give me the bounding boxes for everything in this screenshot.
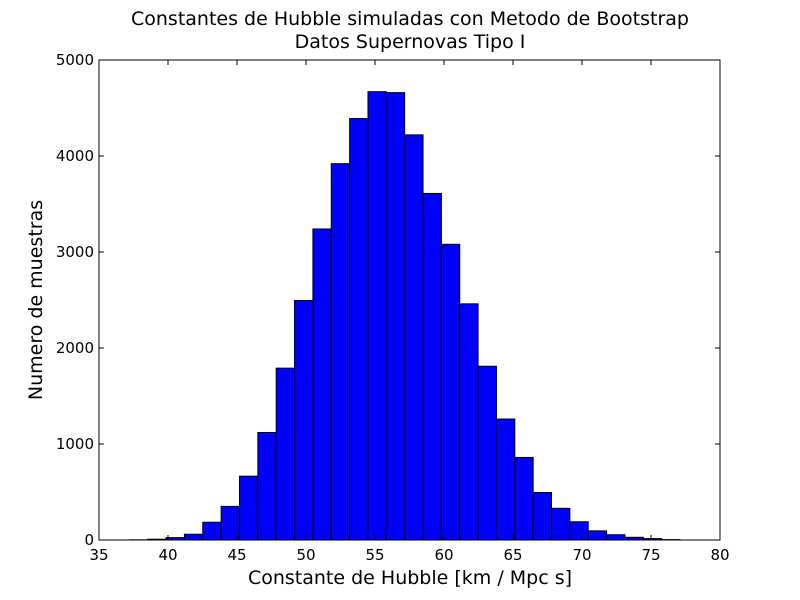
histogram-bar	[330, 163, 351, 541]
y-axis-label: Numero de muestras	[25, 200, 47, 400]
x-tick-label: 45	[227, 546, 246, 564]
x-tick-label: 50	[296, 546, 315, 564]
plot-area-frame	[98, 59, 721, 541]
histogram-bar	[238, 475, 259, 541]
x-axis-label: Constante de Hubble [km / Mpc s]	[248, 567, 572, 589]
histogram-bar	[294, 299, 314, 541]
histogram-bar	[422, 192, 442, 541]
chart-title: Constantes de Hubble simuladas con Metod…	[131, 8, 689, 30]
y-tick-label: 1000	[56, 435, 94, 453]
histogram-bar	[367, 91, 387, 541]
x-tick-label: 35	[89, 546, 108, 564]
y-tick-label: 0	[84, 531, 94, 549]
x-tick-label: 55	[365, 546, 384, 564]
x-tick-label: 40	[158, 546, 177, 564]
y-tick-label: 5000	[56, 51, 94, 69]
histogram-bar	[551, 507, 571, 541]
x-tick-label: 60	[434, 546, 453, 564]
histogram-bar	[459, 303, 479, 541]
x-tick-label: 75	[641, 546, 660, 564]
x-tick-label: 80	[710, 546, 729, 564]
y-tick-label: 4000	[56, 147, 94, 165]
histogram-bar	[532, 491, 553, 541]
histogram-bar	[404, 134, 424, 541]
histogram-bar	[514, 456, 534, 541]
histogram-bar	[385, 92, 406, 541]
x-tick-label: 65	[503, 546, 522, 564]
histogram-bar	[183, 533, 204, 541]
histogram-bar	[275, 367, 296, 541]
y-tick-label: 2000	[56, 339, 94, 357]
histogram-bar	[202, 521, 222, 541]
histogram-bar	[606, 534, 626, 541]
histogram-bar	[477, 365, 497, 541]
histogram-bar	[569, 521, 589, 541]
x-tick-label: 70	[572, 546, 591, 564]
histogram-bar	[220, 505, 240, 541]
y-tick-label: 3000	[56, 243, 94, 261]
histogram-bar	[587, 530, 608, 541]
histogram-bars	[128, 91, 681, 541]
histogram-bar	[257, 431, 277, 541]
histogram-bar	[440, 243, 461, 541]
histogram-bar	[312, 228, 332, 541]
axis-ticks: 35 40 45 50 55 60 65 70 75 80 0 1000 2000 3000 4000 500…	[56, 51, 730, 564]
histogram-bar	[495, 418, 516, 541]
chart-subtitle: Datos Supernovas Tipo I	[295, 31, 526, 53]
histogram-bar	[349, 118, 369, 541]
